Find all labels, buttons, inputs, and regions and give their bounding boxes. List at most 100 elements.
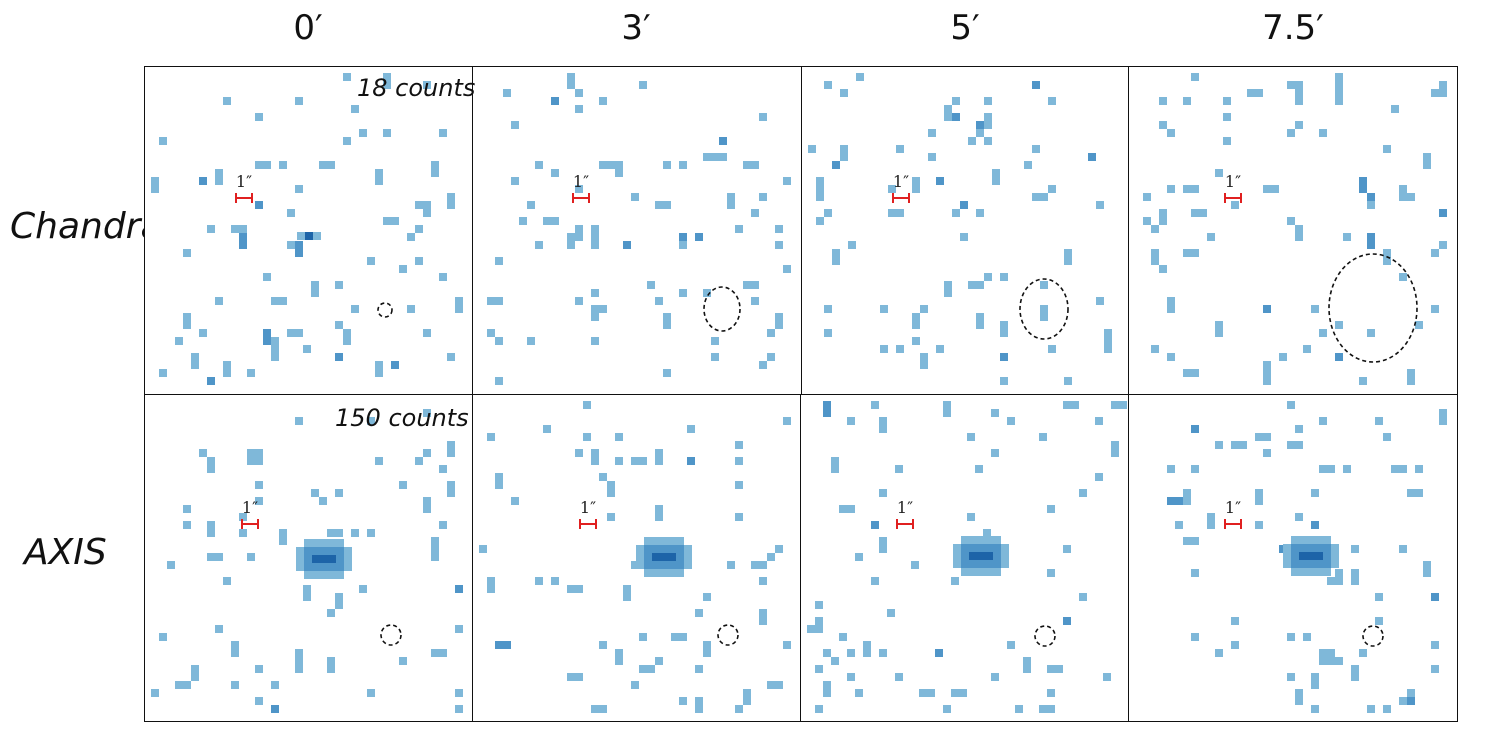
- photon-pixel: [255, 697, 263, 705]
- photon-pixel: [639, 665, 647, 673]
- photon-pixel: [567, 585, 575, 593]
- photon-pixel: [1407, 697, 1415, 705]
- photon-pixel: [976, 121, 984, 129]
- source-pixel: [993, 560, 1001, 568]
- photon-pixel: [823, 681, 831, 689]
- photon-pixel: [1367, 193, 1375, 201]
- photon-pixel: [1040, 281, 1048, 289]
- photon-pixel: [679, 241, 687, 249]
- source-pixel: [1323, 568, 1331, 576]
- photon-pixel: [1431, 89, 1447, 97]
- photon-pixel: [647, 665, 655, 673]
- photon-pixel: [1063, 617, 1071, 625]
- photon-pixel: [231, 681, 239, 689]
- photon-pixel: [543, 425, 551, 433]
- photon-pixel: [767, 553, 775, 561]
- photon-pixel: [952, 209, 960, 217]
- photon-pixel: [1063, 401, 1079, 409]
- photon-pixel: [871, 577, 879, 585]
- photon-pixel: [367, 417, 375, 425]
- photon-pixel: [591, 225, 599, 233]
- photon-pixel: [439, 465, 447, 473]
- photon-pixel: [383, 73, 391, 89]
- photon-pixel: [567, 241, 575, 249]
- photon-pixel: [1383, 145, 1391, 153]
- photon-pixel: [495, 641, 511, 649]
- photon-pixel: [167, 561, 175, 569]
- photon-pixel: [631, 561, 639, 569]
- photon-pixel: [1183, 185, 1199, 193]
- photon-pixel: [751, 209, 759, 217]
- photon-map: [151, 73, 463, 385]
- photon-pixel: [1088, 153, 1096, 161]
- psf-ellipse: [377, 302, 393, 318]
- source-pixel: [684, 561, 692, 569]
- photon-pixel: [703, 289, 711, 297]
- source-pixel: [684, 545, 692, 553]
- source-pixel: [1331, 560, 1339, 568]
- photon-pixel: [896, 145, 904, 153]
- photon-pixel: [831, 457, 839, 473]
- photon-pixel: [591, 289, 599, 297]
- photon-pixel: [831, 657, 839, 665]
- photon-pixel: [751, 161, 759, 169]
- column-label-3: 3′: [621, 8, 651, 48]
- photon-pixel: [319, 497, 327, 505]
- photon-pixel: [695, 233, 703, 241]
- photon-pixel: [735, 225, 743, 233]
- psf-ellipse: [380, 624, 402, 646]
- photon-pixel: [575, 449, 583, 457]
- photon-pixel: [1415, 321, 1423, 329]
- source-pixel: [344, 555, 352, 563]
- source-pixel: [312, 555, 320, 563]
- photon-pixel: [984, 113, 992, 129]
- photon-pixel: [687, 425, 695, 433]
- photon-pixel: [1391, 465, 1407, 473]
- photon-pixel: [1343, 233, 1351, 241]
- photon-pixel: [415, 257, 423, 265]
- source-pixel: [296, 547, 304, 555]
- photon-pixel: [359, 585, 367, 593]
- photon-pixel: [311, 281, 319, 297]
- photon-pixel: [455, 689, 463, 697]
- photon-pixel: [719, 153, 727, 161]
- photon-pixel: [447, 449, 455, 457]
- source-pixel: [312, 539, 320, 547]
- photon-pixel: [327, 657, 335, 673]
- photon-pixel: [1096, 297, 1104, 305]
- photon-pixel: [1015, 705, 1023, 713]
- photon-pixel: [1247, 89, 1263, 97]
- source-pixel: [1323, 544, 1331, 552]
- photon-pixel: [439, 521, 447, 529]
- photon-pixel: [615, 433, 623, 441]
- photon-pixel: [487, 329, 495, 337]
- source-pixel: [1307, 536, 1315, 544]
- source-pixel: [676, 537, 684, 545]
- photon-pixel: [855, 553, 863, 561]
- source-pixel: [328, 555, 336, 563]
- photon-pixel: [1399, 193, 1415, 201]
- photon-pixel: [423, 201, 431, 217]
- photon-pixel: [1159, 209, 1167, 225]
- photon-pixel: [1287, 217, 1295, 225]
- photon-pixel: [1263, 305, 1271, 313]
- photon-pixel: [1287, 633, 1295, 641]
- photon-pixel: [1287, 129, 1295, 137]
- photon-pixel: [832, 161, 840, 169]
- photon-pixel: [847, 417, 855, 425]
- photon-pixel: [783, 641, 791, 649]
- photon-pixel: [1367, 201, 1375, 209]
- photon-pixel: [808, 145, 816, 153]
- photon-pixel: [1048, 345, 1056, 353]
- photon-pixel: [1191, 73, 1199, 81]
- photon-pixel: [351, 529, 359, 537]
- photon-pixel: [1223, 113, 1231, 121]
- photon-pixel: [759, 193, 767, 201]
- photon-pixel: [1032, 145, 1040, 153]
- photon-pixel: [879, 649, 887, 657]
- photon-pixel: [495, 377, 503, 385]
- photon-pixel: [1039, 433, 1047, 441]
- photon-pixel: [823, 649, 831, 657]
- photon-pixel: [1143, 193, 1151, 201]
- source-pixel: [296, 555, 304, 563]
